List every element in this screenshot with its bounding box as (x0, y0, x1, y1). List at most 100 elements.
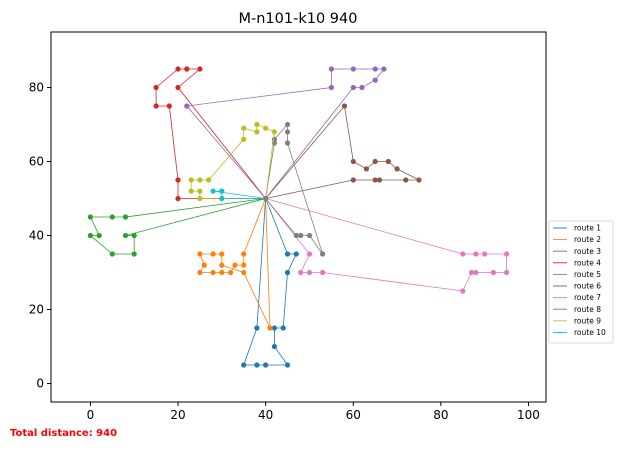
x-tick-label: 100 (517, 408, 540, 422)
route-line-9 (190, 123, 275, 199)
total-distance-label: Total distance: 940 (10, 428, 118, 439)
legend-label-7: route 7 (574, 293, 601, 302)
route-5-point (359, 84, 365, 91)
route-8-point (320, 251, 326, 257)
route-4-point (184, 66, 190, 72)
route-2-point (232, 262, 238, 268)
route-5-point (350, 66, 356, 72)
route-7-point (298, 269, 304, 276)
route-2-point (267, 325, 273, 331)
route-10-point (210, 188, 216, 194)
route-7-point (473, 251, 479, 257)
route-4-point (153, 103, 159, 109)
route-2-point (201, 262, 207, 268)
route-7 (265, 198, 510, 294)
route-7-point (473, 269, 479, 276)
route-9-point (197, 188, 203, 194)
route-7-point (490, 269, 496, 276)
route-9-point (188, 188, 194, 194)
route-1-point (271, 325, 277, 331)
route-2-point (210, 251, 216, 257)
route-5-point (372, 66, 378, 72)
route-4-point (197, 66, 203, 72)
route-9-point (188, 177, 194, 183)
x-tick-label: 80 (433, 408, 448, 422)
route-7-point (482, 251, 488, 257)
x-tick-label: 0 (87, 408, 95, 422)
y-tick-label: 0 (36, 377, 44, 391)
route-6-point (394, 166, 400, 172)
route-2-point (197, 269, 203, 276)
route-4-point (175, 84, 181, 91)
route-2-point (219, 269, 225, 276)
route-3-point (87, 214, 93, 220)
route-6 (265, 103, 422, 199)
route-2 (197, 198, 273, 331)
legend-label-5: route 5 (574, 270, 601, 279)
route-1-point (254, 325, 260, 331)
route-3-point (131, 251, 137, 257)
route-1-point (271, 343, 277, 350)
route-3-point (131, 232, 137, 239)
route-5-point (328, 84, 334, 91)
route-3 (87, 198, 266, 257)
route-1-point (284, 269, 291, 276)
y-tick-label: 80 (29, 81, 44, 95)
legend-label-8: route 8 (574, 305, 601, 314)
route-7-point (306, 269, 313, 276)
route-8-point (293, 232, 299, 239)
route-4-point (175, 195, 181, 202)
route-line-2 (199, 198, 271, 329)
route-6-point (350, 177, 356, 183)
route-6-point (350, 158, 356, 165)
route-line-1 (243, 198, 297, 366)
route-8 (265, 121, 326, 257)
route-10-point (219, 195, 225, 202)
route-2-point (197, 251, 203, 257)
route-8-point (284, 129, 291, 135)
route-9-point (197, 177, 203, 183)
y-tick-label: 20 (29, 303, 44, 317)
route-9-point (254, 129, 260, 135)
route-6-point (341, 103, 348, 109)
route-1-point (254, 362, 260, 368)
route-line-6 (265, 105, 420, 199)
legend-label-10: route 10 (574, 328, 606, 337)
legend: route 1 route 2 route 3 route 4 route 5 route… (548, 220, 614, 344)
y-tick-label: 40 (29, 229, 44, 243)
x-tick-label: 20 (170, 408, 185, 422)
route-1-point (284, 362, 291, 368)
x-tick-label: 60 (346, 408, 361, 422)
legend-label-4: route 4 (574, 258, 601, 267)
route-1-point (280, 325, 286, 331)
route-10-point (219, 188, 225, 194)
chart-title: M-n101-k10 940 (239, 11, 358, 27)
route-9-point (206, 177, 212, 183)
route-2-point (210, 269, 216, 276)
route-3-point (87, 232, 93, 239)
route-2-point (241, 269, 247, 276)
route-7-point (504, 251, 510, 257)
route-2-point (219, 262, 225, 268)
route-7-point (468, 269, 475, 276)
route-8-point (284, 140, 291, 146)
route-3-point (96, 232, 102, 239)
route-7-point (306, 251, 313, 257)
route-5-point (184, 103, 190, 109)
route-7-point (320, 269, 326, 276)
route-7-point (504, 269, 510, 276)
route-3-point (122, 232, 129, 239)
route-9-point (241, 125, 247, 131)
route-1-point (284, 251, 291, 257)
route-5-point (350, 84, 356, 91)
route-2-point (219, 251, 225, 257)
legend-label-6: route 6 (574, 282, 601, 291)
route-4 (153, 66, 266, 202)
route-9-point (241, 136, 247, 142)
route-6-point (372, 158, 378, 165)
route-4-point (175, 66, 181, 72)
route-6-point (376, 177, 383, 183)
route-2-point (241, 262, 247, 268)
route-9-point (271, 129, 277, 135)
